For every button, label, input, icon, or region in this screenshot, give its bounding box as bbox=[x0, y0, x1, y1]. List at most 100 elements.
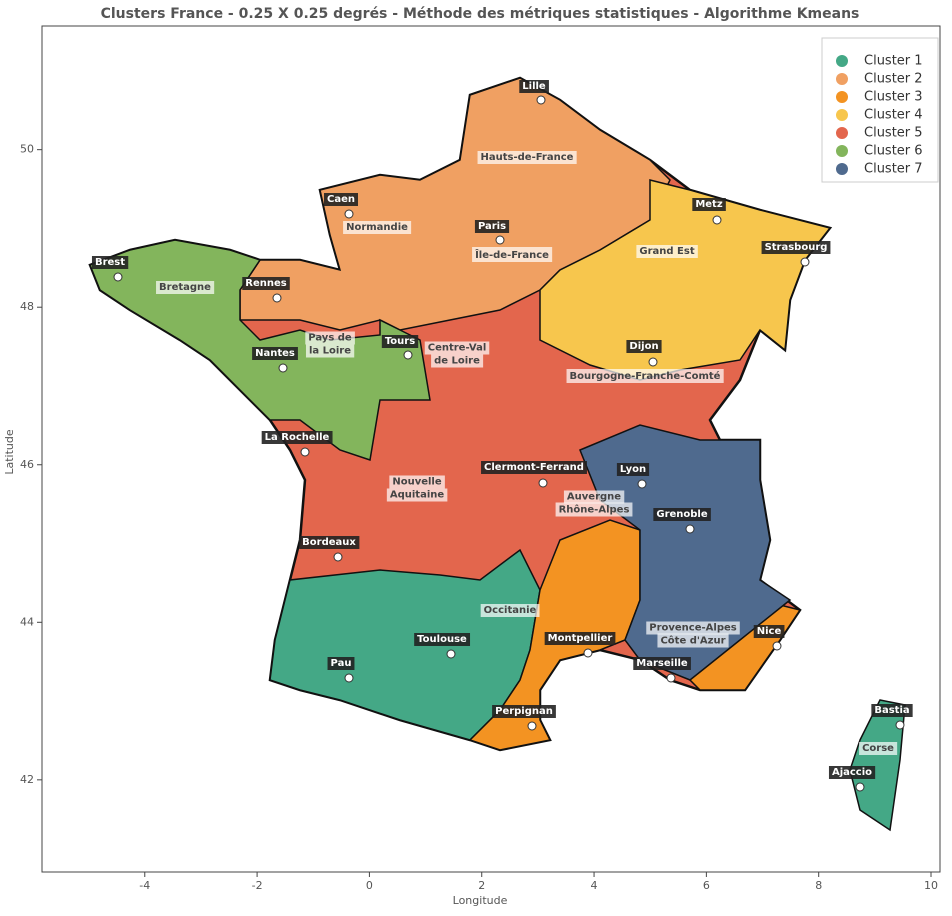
city-marker bbox=[495, 235, 505, 245]
city-label-bg bbox=[633, 657, 691, 670]
city-label-group: Grenoble bbox=[653, 508, 711, 521]
region-label-bg bbox=[305, 331, 355, 345]
region-label-group: Centre-Val bbox=[424, 341, 490, 355]
city-label-group: Brest bbox=[91, 256, 129, 269]
region-label-group: Rhône-Alpes bbox=[555, 502, 633, 517]
city-label: Strasbourg bbox=[765, 242, 828, 253]
city-label-bg bbox=[381, 335, 419, 348]
legend-label: Cluster 5 bbox=[864, 126, 923, 141]
city-label-bg bbox=[299, 536, 360, 549]
city-label-bg bbox=[544, 632, 616, 645]
city-label-bg bbox=[242, 277, 290, 290]
legend-label: Cluster 2 bbox=[864, 72, 923, 87]
legend-marker bbox=[836, 163, 848, 175]
x-tick-label: -2 bbox=[252, 879, 263, 892]
cluster-area bbox=[579, 424, 792, 681]
city-marker bbox=[446, 649, 456, 659]
y-tick-label: 48 bbox=[20, 300, 34, 313]
city-label-bg bbox=[492, 705, 556, 718]
city-label-bg bbox=[761, 241, 831, 254]
region-label-group: Corse bbox=[859, 742, 898, 755]
city-label-group: Metz bbox=[692, 198, 726, 211]
city-marker bbox=[538, 478, 548, 488]
x-tick-label: 0 bbox=[366, 879, 373, 892]
y-tick-label: 46 bbox=[20, 458, 34, 471]
region-label-bg bbox=[563, 490, 625, 504]
city-label-bg bbox=[626, 340, 662, 353]
region-label: Auvergne bbox=[567, 492, 621, 503]
legend-label: Cluster 1 bbox=[864, 54, 923, 69]
y-tick-label: 44 bbox=[20, 615, 34, 628]
region-label: Aquitaine bbox=[390, 490, 445, 501]
city-label: Paris bbox=[478, 221, 506, 232]
region-label-group: Normandie bbox=[343, 221, 412, 234]
region-label: Centre-Val bbox=[428, 343, 487, 354]
city-label-bg bbox=[653, 508, 711, 521]
region-label: Côte d'Azur bbox=[660, 635, 725, 647]
legend-marker bbox=[836, 145, 848, 157]
region-label: Pays de bbox=[308, 333, 352, 344]
city-marker bbox=[300, 447, 310, 457]
city-label-bg bbox=[261, 431, 333, 444]
city-label: Lille bbox=[522, 81, 546, 92]
city-label: Nantes bbox=[255, 348, 295, 359]
city-marker bbox=[895, 720, 905, 730]
region-label: Occitanie bbox=[484, 605, 537, 616]
city-label: Tours bbox=[385, 336, 415, 347]
city-marker bbox=[685, 524, 695, 534]
city-label: Rennes bbox=[245, 278, 287, 289]
region-label: Bretagne bbox=[159, 282, 211, 293]
region-label: Bourgogne-Franche-Comté bbox=[570, 370, 721, 382]
x-tick-label: 4 bbox=[591, 879, 598, 892]
legend-marker bbox=[836, 109, 848, 121]
city-marker bbox=[403, 350, 413, 360]
region-label: Hauts-de-France bbox=[481, 152, 574, 163]
region-label: Île-de-France bbox=[475, 248, 549, 261]
region-label: de Loire bbox=[434, 356, 480, 367]
city-marker bbox=[333, 552, 343, 562]
y-tick-label: 42 bbox=[20, 773, 34, 786]
city-marker bbox=[800, 257, 810, 267]
x-axis-label: Longitude bbox=[453, 894, 508, 907]
legend-marker bbox=[836, 91, 848, 103]
city-marker bbox=[536, 95, 546, 105]
city-marker bbox=[344, 673, 354, 683]
city-label-bg bbox=[753, 625, 785, 638]
city-label-group: Lille bbox=[519, 80, 549, 93]
region-label-bg bbox=[343, 221, 412, 234]
city-label-bg bbox=[828, 766, 876, 779]
city-label-group: Nice bbox=[753, 625, 785, 638]
region-label-group: Aquitaine bbox=[386, 488, 448, 502]
city-label: Ajaccio bbox=[832, 767, 872, 778]
city-label-bg bbox=[474, 220, 510, 233]
city-label-bg bbox=[519, 80, 549, 93]
region-label-bg bbox=[472, 247, 553, 262]
city-label-group: Ajaccio bbox=[828, 766, 876, 779]
region-label: Rhône-Alpes bbox=[559, 504, 630, 516]
city-label-group: Montpellier bbox=[544, 632, 616, 645]
legend-marker bbox=[836, 55, 848, 67]
city-label-bg bbox=[91, 256, 129, 269]
region-label-bg bbox=[657, 633, 729, 648]
cluster-area bbox=[539, 179, 832, 381]
region-label-bg bbox=[636, 245, 698, 258]
city-label-group: Paris bbox=[474, 220, 510, 233]
x-tick-label: -4 bbox=[139, 879, 150, 892]
region-label-bg bbox=[386, 488, 448, 502]
city-label: Toulouse bbox=[417, 634, 467, 645]
region-label: Corse bbox=[862, 743, 894, 754]
x-tick-label: 2 bbox=[478, 879, 485, 892]
region-label-bg bbox=[646, 621, 740, 635]
region-label: Nouvelle bbox=[392, 477, 442, 488]
city-label-group: Marseille bbox=[633, 657, 691, 670]
region-label-group: Île-de-France bbox=[472, 247, 553, 262]
legend-label: Cluster 7 bbox=[864, 162, 923, 177]
city-label: Nice bbox=[757, 626, 782, 637]
region-label-group: Occitanie bbox=[480, 604, 540, 617]
region-label-group: Pays de bbox=[305, 331, 355, 345]
region-label-group: de Loire bbox=[431, 354, 484, 368]
city-label-group: Dijon bbox=[626, 340, 662, 353]
city-label-group: Strasbourg bbox=[761, 241, 831, 254]
y-axis-label: Latitude bbox=[3, 429, 16, 475]
